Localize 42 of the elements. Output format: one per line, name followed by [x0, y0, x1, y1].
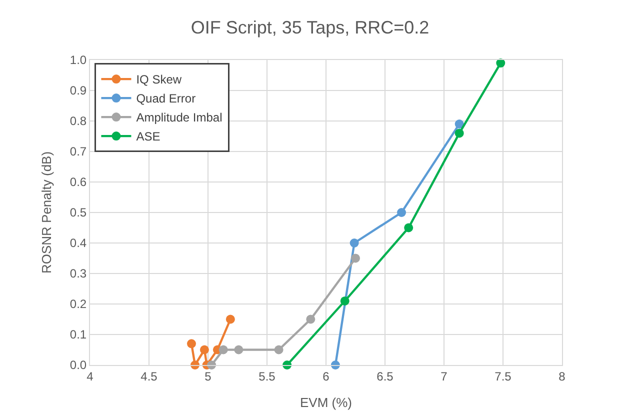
y-axis-title: ROSNR Penalty (dB)	[38, 151, 54, 274]
y-tick-label: 0.6	[70, 175, 87, 190]
legend-label: Amplitude Imbal	[136, 110, 222, 125]
point	[397, 208, 406, 217]
x-tick-label: 4.5	[140, 369, 158, 384]
x-axis-title: EVM (%)	[300, 395, 352, 410]
point	[340, 296, 350, 306]
y-tick-label: 0.1	[70, 328, 87, 342]
point	[234, 345, 244, 354]
chart-title: OIF Script, 35 Taps, RRC=0.2	[190, 18, 430, 38]
point	[404, 223, 414, 232]
legend-label: ASE	[136, 130, 160, 144]
x-tick-label: 6	[322, 369, 330, 384]
y-tick-label: 0.8	[70, 114, 87, 128]
point	[306, 314, 316, 324]
point	[351, 254, 360, 263]
y-tick-label: 0.3	[70, 266, 87, 281]
point	[226, 314, 235, 324]
x-tick-label: 5.5	[258, 369, 276, 384]
point	[350, 238, 359, 248]
point	[496, 58, 506, 68]
y-tick-label: 0.9	[70, 84, 87, 98]
y-tick-label: 0.0	[70, 358, 87, 372]
x-tick-label: 5	[204, 369, 212, 384]
x-tick-label: 7	[440, 369, 448, 384]
point	[274, 345, 284, 354]
point	[200, 345, 209, 354]
x-tick-label: 6.5	[376, 369, 394, 384]
y-tick-label: 0.5	[70, 206, 87, 220]
y-tick-label: 0.7	[70, 144, 87, 159]
legend-label: IQ Skew	[136, 72, 182, 87]
legend-label: Quad Error	[136, 92, 196, 106]
x-tick-label: 8	[558, 369, 566, 384]
x-tick-label: 7.5	[494, 369, 512, 384]
y-tick-label: 0.4	[70, 236, 87, 250]
point	[454, 128, 464, 138]
y-tick-label: 1.0	[70, 53, 87, 68]
point	[186, 339, 196, 348]
y-tick-label: 0.2	[70, 297, 87, 312]
x-tick-label: 4	[86, 369, 94, 384]
point	[454, 120, 464, 129]
point	[218, 345, 228, 354]
